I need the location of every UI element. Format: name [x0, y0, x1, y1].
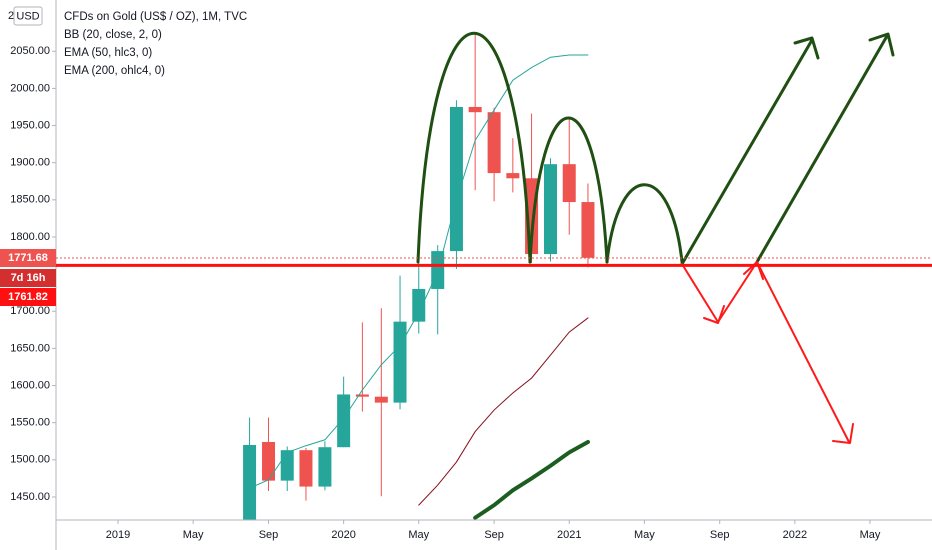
countdown-box [0, 269, 56, 288]
arrow-drawing [681, 263, 725, 324]
candle-body [487, 112, 501, 174]
candle-body [355, 394, 369, 397]
currency-box[interactable] [13, 6, 43, 26]
candle-body [468, 106, 482, 113]
indicator-label: EMA (200, ohlc4, 0) [64, 65, 165, 77]
candle-body [393, 321, 407, 403]
drawings [416, 32, 895, 444]
y-tick-label: 2050.00 [10, 45, 50, 57]
y-tick-label: 1900.00 [10, 157, 50, 169]
candle-body [562, 164, 576, 203]
candle-body [280, 450, 294, 481]
arrow-drawing [755, 32, 895, 264]
currency[interactable]: USD [16, 10, 39, 22]
y-tick-label: 2000.00 [10, 82, 50, 94]
arrow-drawing [756, 261, 854, 444]
candle-body [449, 106, 463, 252]
candle-body [581, 202, 595, 258]
x-tick-label: Sep [710, 529, 730, 541]
candle-body [262, 442, 276, 481]
price-label-box [0, 249, 56, 268]
x-tick-label: 2019 [106, 529, 130, 541]
y-tick-label: 1450.00 [10, 491, 50, 503]
y-tick-label: 1950.00 [10, 119, 50, 131]
countdown-label: 7d 16h [11, 272, 46, 284]
y-tick-label: 1800.00 [10, 231, 50, 243]
candle-body [544, 164, 558, 255]
arrow-drawing [680, 36, 820, 266]
y-tick-label: 1650.00 [10, 342, 50, 354]
x-tick-label: May [860, 529, 881, 541]
candle-body [374, 396, 388, 403]
candle-body [337, 394, 351, 448]
y-tick-label: 1550.00 [10, 417, 50, 429]
level-label-box [0, 288, 56, 307]
x-tick-label: Sep [484, 529, 504, 541]
y-tick-label: 1600.00 [10, 379, 50, 391]
candle-body [318, 447, 332, 487]
arc-drawing [605, 183, 684, 264]
y-tick-label: 1850.00 [10, 194, 50, 206]
arc-drawing [416, 32, 532, 264]
y-tick-label: 1500.00 [10, 454, 50, 466]
x-tick-label: Sep [259, 529, 279, 541]
x-tick-label: 2020 [331, 529, 355, 541]
indicator-label: EMA (50, hlc3, 0) [64, 47, 152, 59]
x-tick-label: 2021 [557, 529, 581, 541]
x-tick-label: 2022 [783, 529, 807, 541]
indicator-line [473, 440, 590, 520]
plot-area [243, 32, 595, 520]
pane-label: 2 [8, 10, 14, 22]
candle-body [299, 450, 313, 487]
indicator-line [249, 54, 589, 489]
indicator-label: BB (20, close, 2, 0) [64, 29, 162, 41]
x-tick-label: May [634, 529, 655, 541]
candle-body [243, 444, 257, 520]
chart-title: CFDs on Gold (US$ / OZ), 1M, TVC [64, 11, 247, 23]
arc-drawing [528, 116, 609, 264]
candle-body [412, 288, 426, 322]
y-tick-label: 1700.00 [10, 305, 50, 317]
last-price-label: 1771.68 [8, 252, 48, 264]
level-label: 1761.82 [8, 291, 48, 303]
x-tick-label: May [183, 529, 204, 541]
indicator-line [418, 317, 589, 506]
candle-body [506, 173, 520, 179]
x-tick-label: May [408, 529, 429, 541]
